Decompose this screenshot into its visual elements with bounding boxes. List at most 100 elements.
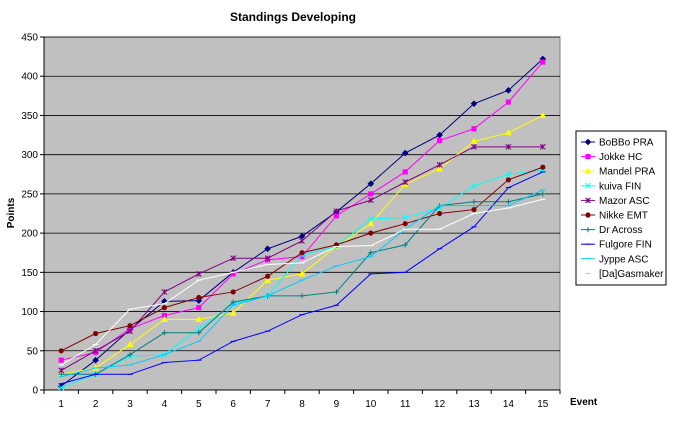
data-point bbox=[92, 356, 99, 364]
data-point bbox=[195, 315, 203, 322]
y-axis-label: Points bbox=[6, 197, 17, 228]
x-tick-label: 14 bbox=[503, 399, 515, 410]
legend-label: Nikke EMT bbox=[599, 211, 648, 222]
legend-label: Mazor ASC bbox=[599, 196, 650, 207]
data-point bbox=[585, 154, 591, 160]
series-group bbox=[57, 55, 547, 391]
y-tick-label: 0 bbox=[32, 386, 38, 397]
data-point bbox=[195, 297, 203, 304]
data-point bbox=[196, 330, 202, 336]
data-point bbox=[126, 340, 134, 348]
data-point bbox=[539, 111, 547, 119]
x-tick-label: 8 bbox=[299, 399, 305, 410]
data-point bbox=[264, 245, 271, 253]
data-point bbox=[58, 371, 64, 377]
data-point bbox=[333, 213, 339, 219]
x-tick-label: 2 bbox=[93, 399, 99, 410]
data-point bbox=[161, 305, 167, 311]
x-tick-label: 9 bbox=[334, 399, 340, 410]
data-point bbox=[92, 347, 99, 354]
x-tick-label: 15 bbox=[537, 399, 549, 410]
data-point bbox=[585, 182, 591, 189]
x-tick-label: 7 bbox=[265, 399, 271, 410]
y-tick-label: 300 bbox=[21, 150, 38, 161]
data-point bbox=[471, 126, 477, 132]
legend-label: Fulgore FIN bbox=[599, 240, 652, 251]
data-point bbox=[584, 138, 592, 146]
data-point bbox=[402, 169, 408, 175]
x-tick-label: 3 bbox=[127, 399, 133, 410]
data-point bbox=[584, 167, 592, 174]
data-point bbox=[471, 143, 477, 150]
legend-item: Mandel PRA bbox=[581, 167, 655, 178]
data-point bbox=[401, 149, 409, 157]
x-tick-label: 13 bbox=[468, 399, 480, 410]
legend-item: kuiva FIN bbox=[581, 181, 641, 192]
data-point bbox=[127, 323, 133, 329]
data-point bbox=[161, 330, 167, 336]
data-point bbox=[264, 255, 271, 262]
x-tick-label: 11 bbox=[400, 399, 411, 410]
legend-item: Dr Across bbox=[581, 225, 642, 236]
data-point bbox=[333, 208, 340, 215]
series-8 bbox=[58, 189, 546, 378]
data-point bbox=[402, 221, 408, 227]
data-point bbox=[230, 299, 236, 305]
y-tick-label: 200 bbox=[21, 229, 38, 240]
data-point bbox=[540, 191, 546, 197]
series-7 bbox=[58, 171, 546, 385]
data-point bbox=[160, 315, 168, 322]
data-point bbox=[229, 309, 237, 316]
legend-item: [Da]Gasmaker bbox=[581, 269, 664, 280]
data-point bbox=[367, 220, 375, 227]
data-point bbox=[265, 273, 271, 279]
data-point bbox=[58, 357, 64, 363]
x-tick-label: 4 bbox=[162, 399, 168, 410]
data-point bbox=[196, 305, 202, 311]
data-point bbox=[299, 250, 305, 256]
data-point bbox=[195, 270, 202, 277]
series-9 bbox=[58, 198, 546, 366]
data-point bbox=[505, 99, 511, 105]
data-point bbox=[127, 352, 133, 358]
data-point bbox=[264, 276, 272, 283]
data-point bbox=[437, 137, 443, 144]
data-point bbox=[436, 161, 443, 168]
legend-item: Nikke EMT bbox=[581, 211, 648, 222]
data-point bbox=[161, 288, 168, 295]
data-point bbox=[436, 131, 443, 139]
data-point bbox=[585, 197, 591, 204]
x-axis-ticks: 1 2 3 4 5 6 7 8 9 10 11 12 13 14 15 bbox=[43, 37, 561, 410]
data-point bbox=[402, 214, 409, 221]
data-point bbox=[539, 143, 546, 150]
data-point bbox=[367, 197, 374, 204]
data-point bbox=[470, 100, 478, 107]
series-5 bbox=[58, 164, 546, 354]
data-point bbox=[367, 216, 374, 222]
data-point bbox=[505, 177, 511, 183]
legend-label: Jokke HC bbox=[599, 152, 642, 163]
data-point bbox=[471, 206, 477, 213]
data-point bbox=[505, 199, 511, 205]
data-point bbox=[368, 230, 374, 236]
data-point bbox=[127, 328, 133, 335]
data-point bbox=[471, 183, 477, 189]
data-point bbox=[540, 164, 546, 170]
legend: BoBBo PRA Jokke HC Mandel PRA kuiva FIN Mazo… bbox=[575, 130, 667, 286]
x-axis-label: Event bbox=[570, 397, 598, 408]
y-tick-label: 100 bbox=[21, 307, 38, 318]
legend-item: Jyppe ASC bbox=[581, 254, 648, 265]
y-axis-ticks: 0 50 100 150 200 250 300 350 400 450 bbox=[21, 33, 44, 397]
legend-label: kuiva FIN bbox=[599, 181, 641, 192]
data-point bbox=[368, 250, 374, 256]
y-tick-label: 350 bbox=[21, 111, 38, 122]
legend-label: Mandel PRA bbox=[599, 167, 655, 178]
data-point bbox=[504, 129, 512, 136]
series-4 bbox=[58, 143, 546, 374]
legend-item: Mazor ASC bbox=[581, 196, 650, 207]
x-tick-label: 1 bbox=[58, 399, 64, 410]
y-tick-label: 150 bbox=[21, 268, 38, 279]
data-point bbox=[333, 289, 339, 295]
